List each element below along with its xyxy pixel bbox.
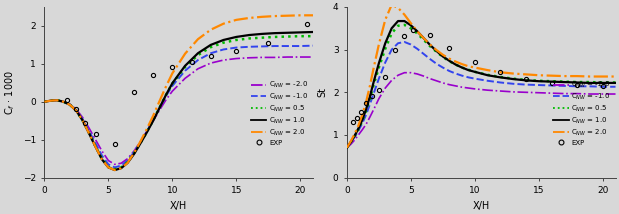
Y-axis label: St: St bbox=[317, 87, 327, 97]
Y-axis label: C$_f$ · 1000: C$_f$ · 1000 bbox=[4, 70, 17, 115]
Legend: C$_{NW}$ = -2.0, C$_{NW}$ = -1.0, C$_{NW}$ = 0.5, C$_{NW}$ = 1.0, C$_{NW}$ = 2.0: C$_{NW}$ = -2.0, C$_{NW}$ = -1.0, C$_{NW… bbox=[249, 79, 310, 147]
X-axis label: X/H: X/H bbox=[472, 201, 490, 211]
Legend: C$_{NW}$ = -2.0, C$_{NW}$ = -1.0, C$_{NW}$ = 0.5, C$_{NW}$ = 1.0, C$_{NW}$ = 2.0: C$_{NW}$ = -2.0, C$_{NW}$ = -1.0, C$_{NW… bbox=[552, 79, 612, 147]
X-axis label: X/H: X/H bbox=[170, 201, 188, 211]
